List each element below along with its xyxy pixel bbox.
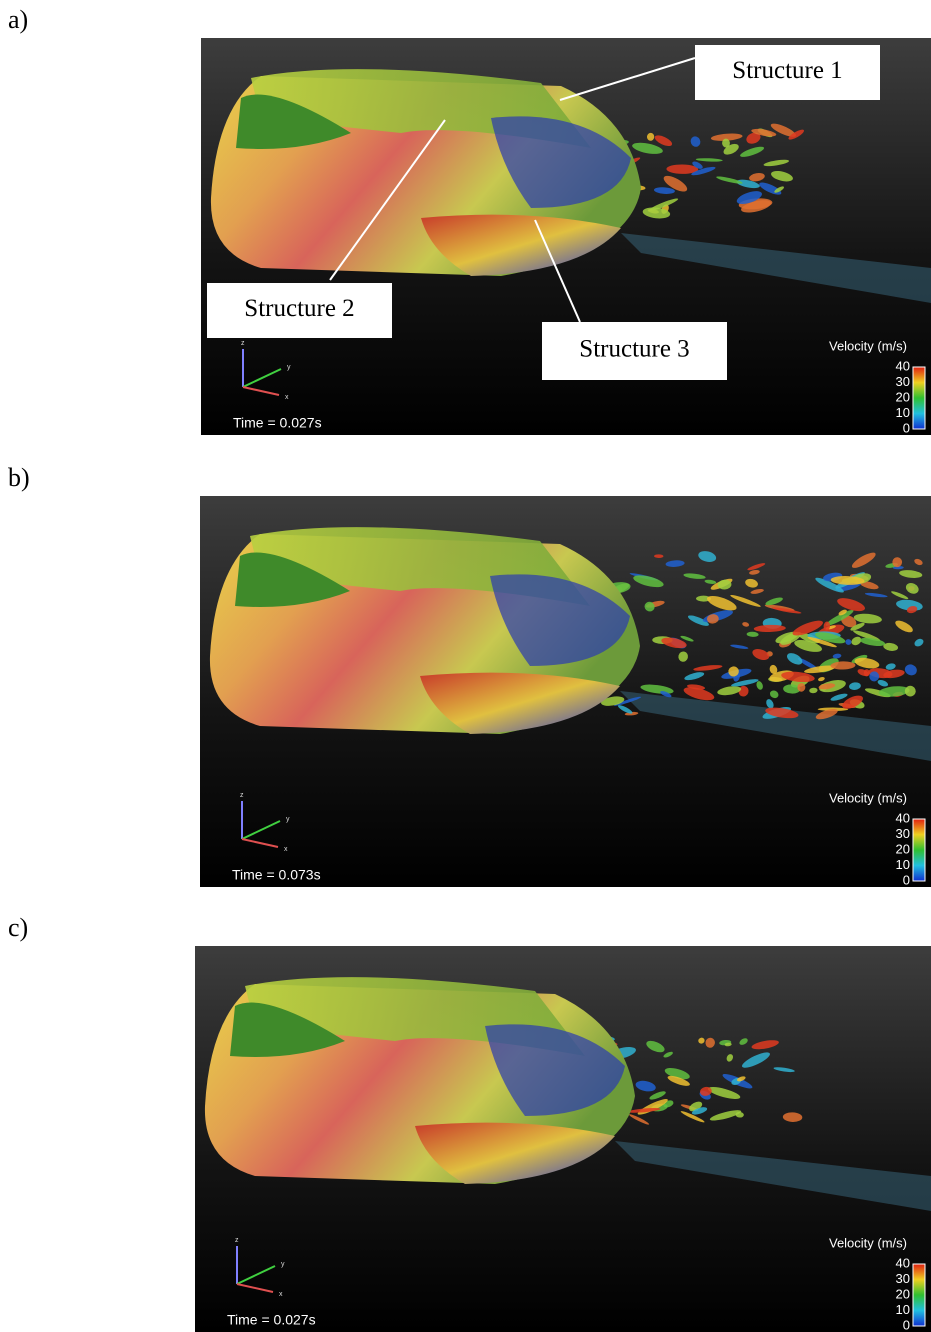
colorbar-tick-label: 20 xyxy=(896,1286,910,1301)
time-label: Time = 0.073s xyxy=(232,867,321,883)
colorbar xyxy=(913,367,925,429)
colorbar-tick-label: 30 xyxy=(896,374,910,389)
colorbar-title: Velocity (m/s) xyxy=(829,1235,907,1250)
colorbar xyxy=(913,819,925,881)
time-label: Time = 0.027s xyxy=(227,1312,316,1328)
colorbar-title: Velocity (m/s) xyxy=(829,790,907,805)
axis-label: y xyxy=(281,1261,285,1268)
annotation-label: Structure 3 xyxy=(579,336,689,363)
colorbar-tick-label: 40 xyxy=(896,358,910,373)
panel-label: b) xyxy=(8,463,30,492)
axis-label: z xyxy=(240,792,244,799)
colorbar-tick-label: 10 xyxy=(896,1302,910,1317)
colorbar-tick-label: 0 xyxy=(903,872,910,887)
axis-label: y xyxy=(287,364,291,371)
colorbar xyxy=(913,1264,925,1326)
colorbar-tick-label: 30 xyxy=(896,826,910,841)
colorbar-tick-label: 10 xyxy=(896,405,910,420)
colorbar-tick-label: 40 xyxy=(896,810,910,825)
time-label: Time = 0.027s xyxy=(233,415,322,431)
axis-label: z xyxy=(235,1237,239,1244)
panel-label: c) xyxy=(8,913,28,942)
annotation-label: Structure 2 xyxy=(244,295,354,322)
colorbar-tick-label: 0 xyxy=(903,420,910,435)
axis-label: y xyxy=(286,816,290,823)
colorbar-tick-label: 20 xyxy=(896,841,910,856)
colorbar-tick-label: 10 xyxy=(896,857,910,872)
colorbar-tick-label: 20 xyxy=(896,389,910,404)
axis-label: x xyxy=(279,1291,283,1298)
colorbar-tick-label: 30 xyxy=(896,1271,910,1286)
axis-label: x xyxy=(285,394,289,401)
colorbar-tick-label: 0 xyxy=(903,1317,910,1332)
colorbar-title: Velocity (m/s) xyxy=(829,338,907,353)
panel-label: a) xyxy=(8,5,28,34)
axis-label: z xyxy=(241,340,245,347)
axis-label: x xyxy=(284,846,288,853)
colorbar-tick-label: 40 xyxy=(896,1255,910,1270)
annotation-label: Structure 1 xyxy=(732,57,842,84)
figure: a)zyxTime = 0.027sVelocity (m/s)40302010… xyxy=(0,0,931,1332)
